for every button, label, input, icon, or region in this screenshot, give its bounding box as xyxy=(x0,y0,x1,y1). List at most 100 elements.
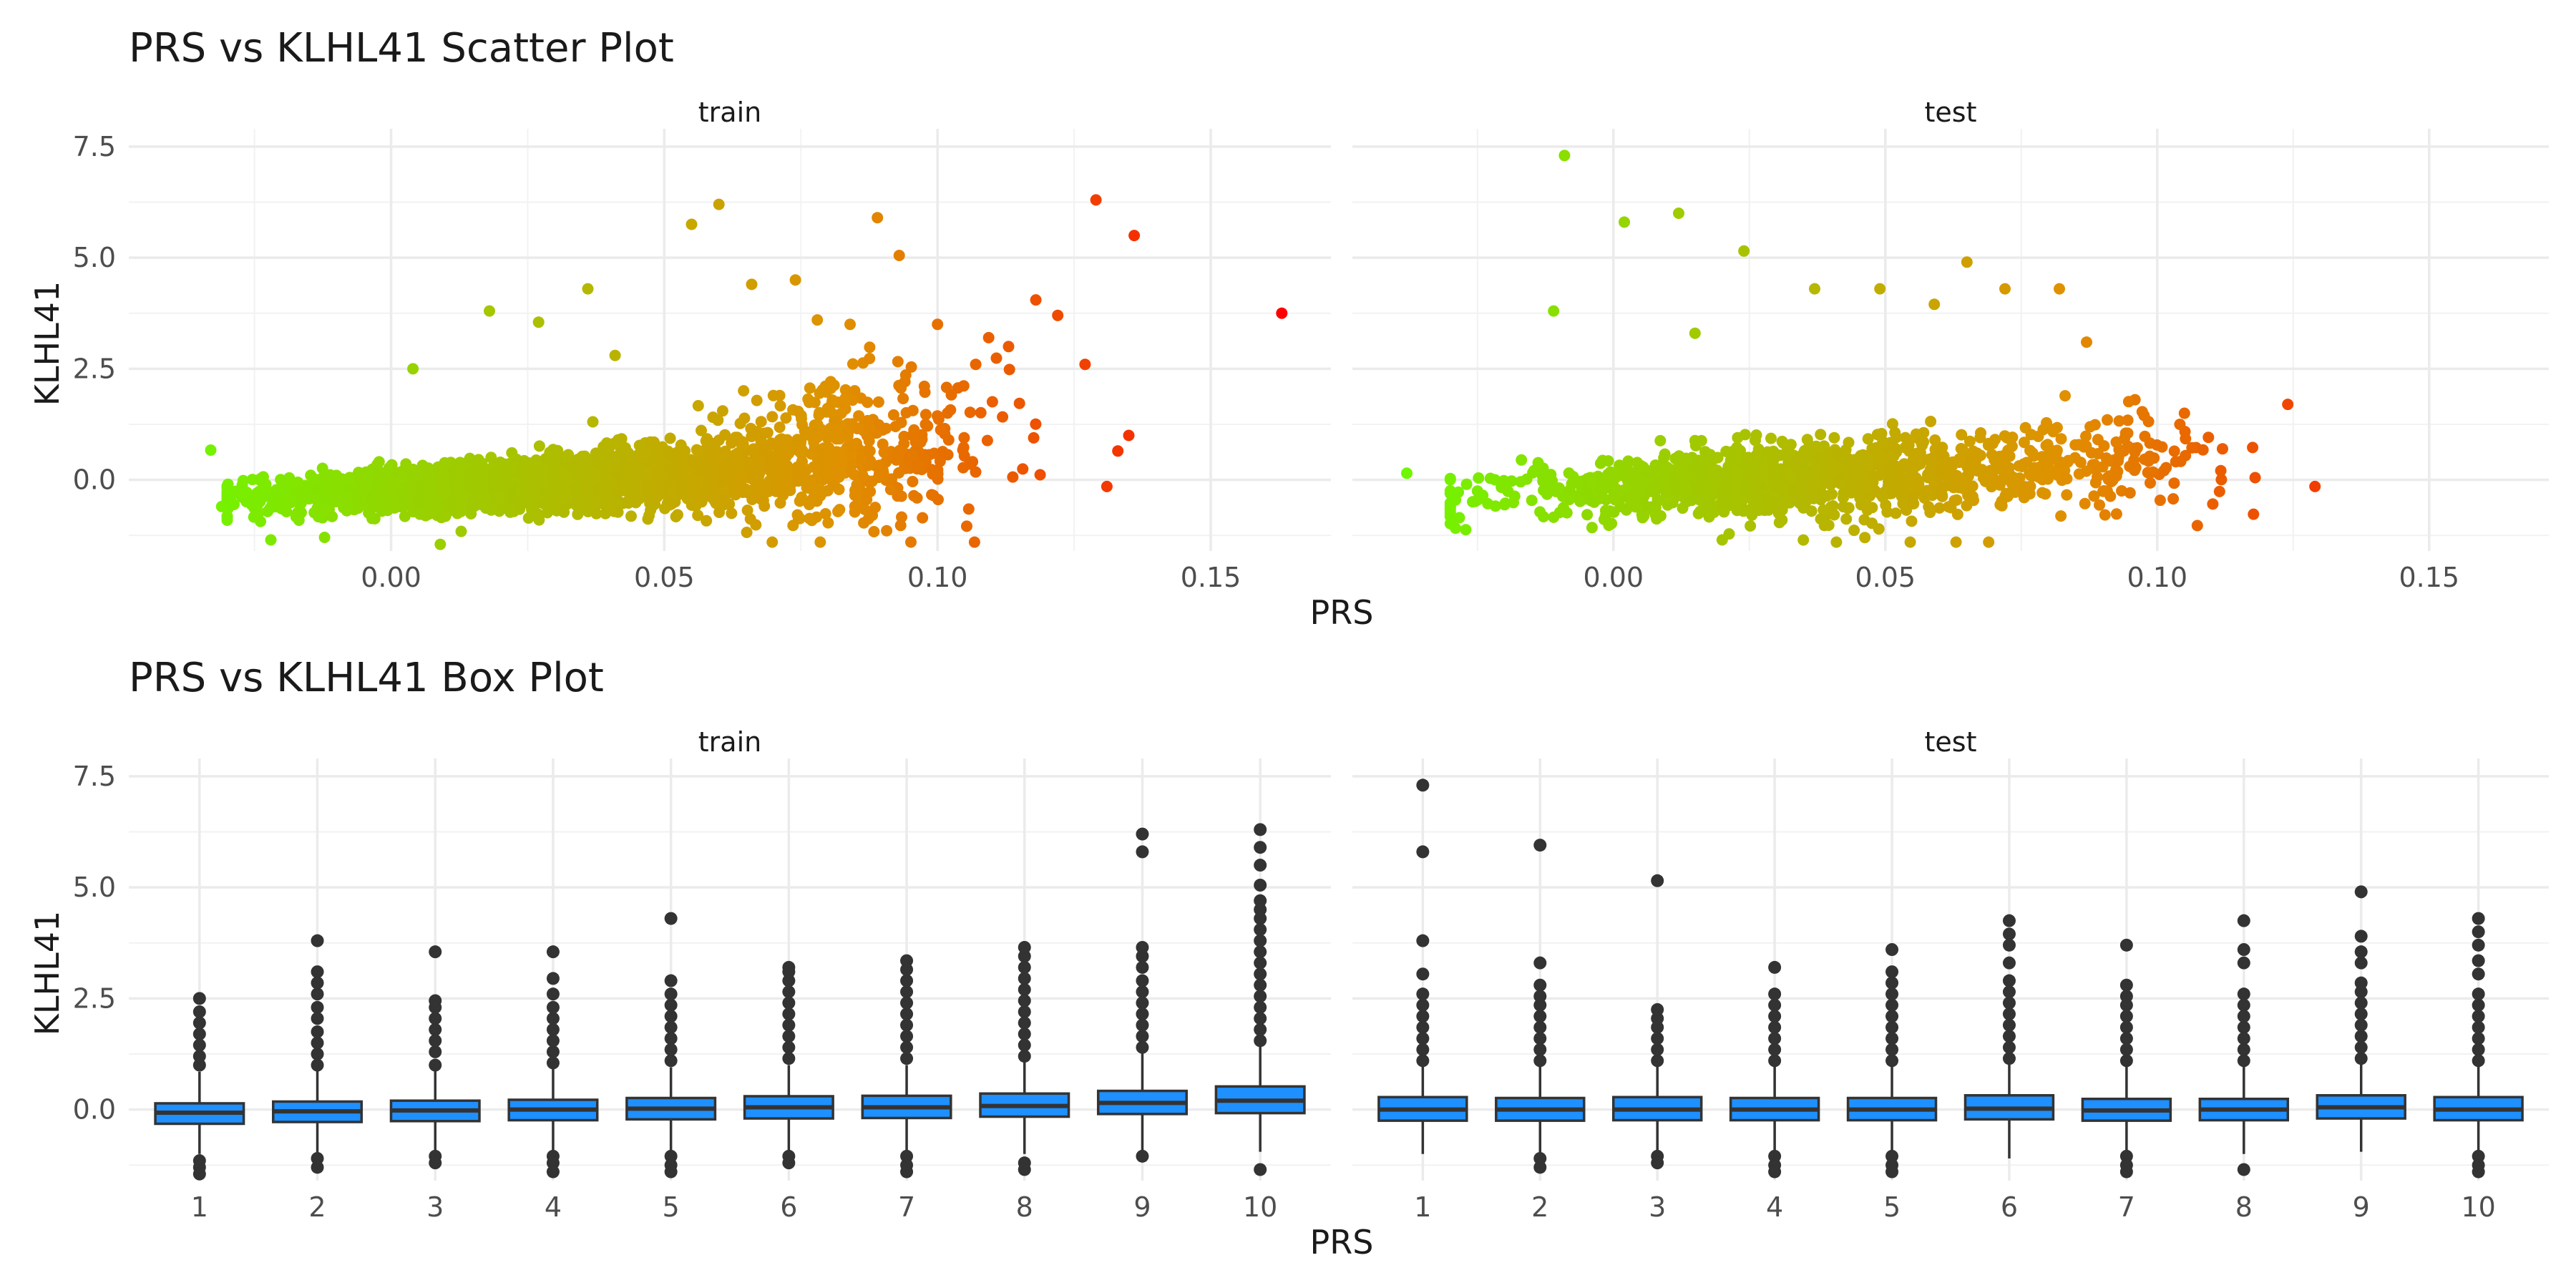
box-outlier xyxy=(782,996,796,1010)
box-x-tick-label: 3 xyxy=(426,1191,444,1223)
scatter-point xyxy=(1003,364,1015,376)
scatter-point xyxy=(1748,466,1760,477)
box-outlier xyxy=(2237,998,2250,1012)
scatter-point xyxy=(1798,452,1810,464)
box-outlier xyxy=(1254,923,1267,937)
scatter-point xyxy=(1444,499,1456,512)
scatter-point xyxy=(1702,498,1714,510)
scatter-point xyxy=(1951,494,1963,506)
scatter-point xyxy=(1840,513,1853,525)
scatter-point xyxy=(373,456,385,468)
box-outlier xyxy=(1651,1032,1664,1045)
box-outlier xyxy=(1885,1043,1899,1056)
scatter-point xyxy=(2282,399,2294,411)
scatter-point xyxy=(937,447,949,459)
box-x-axis-title: PRS xyxy=(1310,1223,1374,1262)
box-outlier xyxy=(192,1038,206,1052)
box-outlier xyxy=(1018,982,1031,996)
scatter-point xyxy=(292,477,304,488)
scatter-point xyxy=(2047,426,2059,438)
scatter-point xyxy=(2175,455,2187,467)
scatter-point xyxy=(675,480,688,492)
scatter-point xyxy=(559,457,571,468)
scatter-point xyxy=(2046,465,2059,477)
box-outlier xyxy=(1533,990,1547,1003)
scatter-point xyxy=(755,416,767,428)
box-outlier xyxy=(2237,1010,2250,1023)
scatter-point xyxy=(1090,194,1102,206)
box-x-tick-label: 9 xyxy=(1133,1191,1151,1223)
scatter-point xyxy=(997,411,1009,423)
scatter-point xyxy=(844,318,856,331)
scatter-point xyxy=(558,506,570,518)
scatter-point xyxy=(862,396,874,409)
scatter-point xyxy=(2151,439,2163,451)
scatter-point xyxy=(261,505,273,517)
scatter-point xyxy=(1704,449,1716,461)
box-outlier xyxy=(546,1000,560,1014)
box-outlier xyxy=(1533,1054,1547,1068)
scatter-point xyxy=(819,508,831,519)
scatter-point xyxy=(1581,509,1594,521)
scatter-point xyxy=(741,504,753,517)
scatter-point xyxy=(1815,429,1827,441)
scatter-point xyxy=(1640,500,1652,512)
scatter-point xyxy=(238,487,250,499)
scatter-point xyxy=(1548,305,1560,317)
box-outlier xyxy=(782,960,796,974)
scatter-point xyxy=(774,497,786,509)
scatter-point xyxy=(582,463,595,474)
box-x-tick-label: 7 xyxy=(898,1191,915,1223)
scatter-point xyxy=(1867,470,1879,482)
scatter-point xyxy=(465,508,477,519)
scatter-point xyxy=(897,393,909,404)
box-outlier xyxy=(1254,1034,1267,1048)
scatter-point xyxy=(2059,390,2071,402)
scatter-point xyxy=(1502,485,1514,497)
scatter-point xyxy=(545,496,557,508)
scatter-point xyxy=(707,411,719,424)
scatter-point xyxy=(1955,443,1967,454)
scatter-x-tick-label: 0.15 xyxy=(2399,562,2459,593)
box-outlier xyxy=(1416,1043,1430,1056)
box-outlier xyxy=(1254,823,1267,836)
box-outlier xyxy=(1018,994,1031,1008)
scatter-point xyxy=(518,496,530,508)
scatter-point xyxy=(2167,493,2180,505)
scatter-point xyxy=(945,389,957,401)
scatter-point xyxy=(431,492,444,504)
scatter-point xyxy=(1748,497,1760,509)
box-outlier xyxy=(1651,1054,1664,1068)
box-x-tick-label: 8 xyxy=(2235,1191,2253,1223)
scatter-point xyxy=(1002,341,1015,353)
scatter-point xyxy=(1719,478,1732,490)
scatter-point xyxy=(1845,487,1858,499)
scatter-point xyxy=(416,459,429,472)
scatter-point xyxy=(2145,477,2156,489)
scatter-point xyxy=(540,453,552,465)
scatter-point xyxy=(655,472,668,484)
box-outlier xyxy=(1768,998,1782,1012)
box-x-tick-label: 4 xyxy=(545,1191,562,1223)
scatter-point xyxy=(330,484,342,497)
box-x-tick-label: 8 xyxy=(1016,1191,1033,1223)
scatter-point xyxy=(608,453,620,465)
scatter-point xyxy=(1848,525,1860,537)
scatter-y-axis-title: KLHL41 xyxy=(28,281,67,406)
scatter-point xyxy=(767,389,779,401)
box-outlier xyxy=(2472,925,2485,939)
scatter-point xyxy=(1848,471,1860,482)
scatter-point xyxy=(908,424,920,436)
scatter-point xyxy=(1986,438,1999,449)
box-outlier xyxy=(1254,1012,1267,1025)
box-outlier xyxy=(1136,1149,1149,1163)
scatter-point xyxy=(832,505,844,517)
scatter-point xyxy=(932,318,944,331)
box-outlier xyxy=(1416,998,1430,1012)
scatter-y-tick-label: 7.5 xyxy=(73,131,116,162)
box-outlier xyxy=(664,987,678,1001)
scatter-point xyxy=(1951,508,1963,520)
scatter-point xyxy=(686,457,698,468)
scatter-point xyxy=(1537,465,1549,477)
